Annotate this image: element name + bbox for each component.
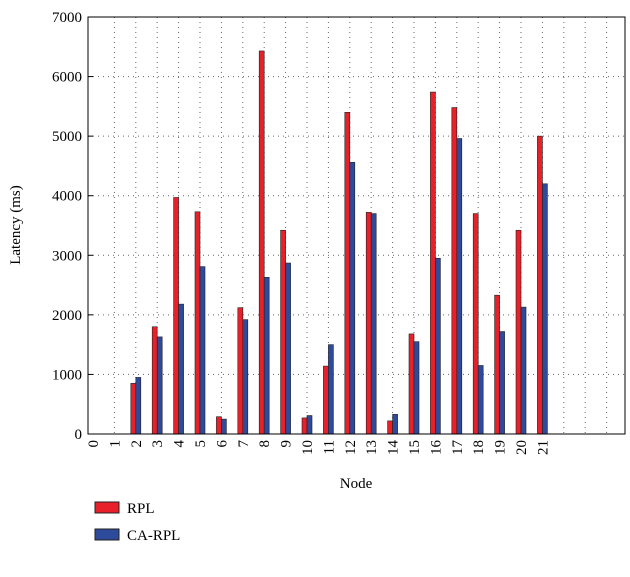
y-tick-label: 1000	[52, 367, 82, 383]
y-tick-label: 2000	[52, 308, 82, 324]
x-tick-label: 3	[150, 440, 166, 448]
bar	[472, 213, 479, 435]
bar	[323, 365, 329, 435]
legend-swatch	[94, 528, 120, 541]
bar	[258, 50, 265, 435]
x-tick-label: 8	[257, 440, 273, 448]
bar	[263, 277, 270, 435]
bar	[520, 306, 527, 435]
bar	[328, 344, 334, 435]
x-tick-label: 9	[279, 440, 295, 448]
bar	[173, 197, 179, 435]
x-tick-label: 1	[107, 440, 123, 448]
bar	[349, 162, 356, 435]
y-tick-label: 7000	[52, 10, 82, 26]
bar	[199, 266, 206, 435]
bar	[408, 333, 415, 435]
bar	[451, 107, 458, 435]
bar	[194, 211, 201, 435]
bar	[515, 229, 522, 435]
bar	[387, 420, 393, 435]
y-tick-label: 5000	[52, 129, 82, 145]
x-tick-label: 2	[129, 440, 145, 448]
x-tick-label: 7	[236, 440, 252, 448]
bar	[280, 229, 286, 435]
x-tick-label: 6	[214, 440, 230, 448]
bar	[285, 262, 291, 435]
x-tick-label: 13	[364, 440, 380, 455]
bar	[435, 257, 441, 435]
bar	[306, 415, 313, 435]
bar	[135, 377, 142, 435]
bar	[542, 183, 548, 435]
bar	[365, 212, 372, 435]
x-tick-label: 10	[300, 440, 316, 455]
bar	[156, 336, 163, 435]
bar	[494, 294, 500, 435]
bar	[130, 383, 137, 435]
bar	[242, 319, 249, 435]
plot-frame	[87, 16, 626, 435]
bar	[430, 91, 436, 435]
bar	[301, 417, 308, 435]
x-tick-label: 14	[386, 440, 402, 456]
bar	[370, 213, 377, 435]
x-tick-label: 0	[86, 440, 102, 448]
legend-label: RPL	[127, 501, 155, 517]
bar	[221, 418, 227, 435]
bar	[237, 307, 244, 435]
x-tick-label: 5	[193, 440, 209, 448]
bar	[344, 112, 351, 435]
x-tick-label: 21	[535, 440, 551, 455]
bar	[392, 414, 398, 435]
bar	[477, 365, 484, 435]
bar	[537, 135, 543, 435]
bar	[413, 341, 420, 435]
y-tick-label: 4000	[52, 189, 82, 205]
x-tick-label: 4	[172, 440, 188, 448]
x-tick-label: 11	[321, 440, 337, 454]
bar	[216, 416, 222, 435]
x-tick-label: 18	[471, 440, 487, 455]
bar	[151, 326, 158, 435]
y-tick-label: 0	[75, 427, 83, 443]
y-tick-label: 6000	[52, 70, 82, 86]
bar	[499, 331, 505, 435]
bar	[456, 138, 463, 435]
x-tick-label: 20	[514, 440, 530, 455]
y-tick-label: 3000	[52, 248, 82, 264]
legend-label: CA-RPL	[127, 528, 180, 544]
x-tick-label: 12	[343, 440, 359, 455]
legend-swatch	[94, 501, 120, 514]
bar	[178, 303, 184, 435]
x-axis-label: Node	[340, 476, 373, 492]
x-tick-label: 17	[450, 440, 466, 456]
x-tick-label: 16	[428, 440, 444, 456]
x-tick-label: 19	[493, 440, 509, 455]
x-tick-label: 15	[407, 440, 423, 455]
y-axis-label: Latency (ms)	[8, 185, 24, 265]
